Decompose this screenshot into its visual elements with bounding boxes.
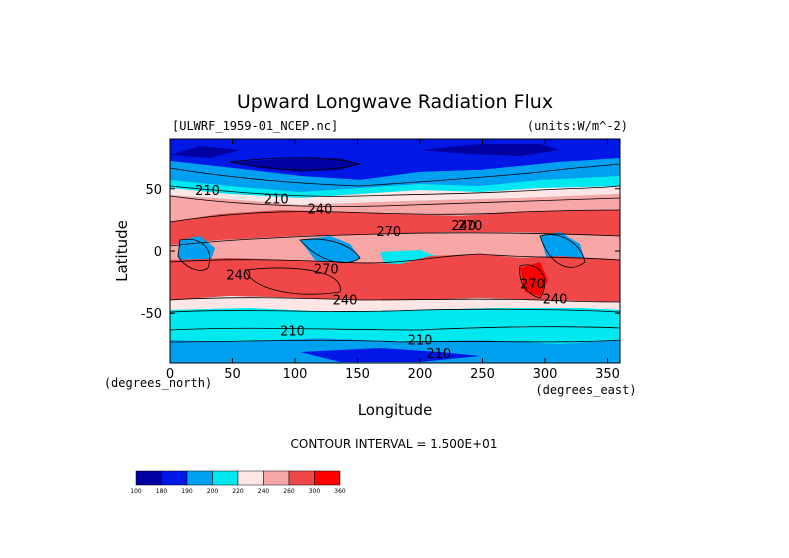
- y-axis-ticks: 50 0 -50: [141, 183, 620, 322]
- contour-label: 270: [458, 219, 483, 234]
- contour-label: 240: [333, 294, 358, 309]
- x-tick-label: 250: [470, 367, 495, 382]
- colorbar-swatch: [237, 470, 264, 486]
- contour-label: 270: [520, 277, 545, 292]
- units-label: (units:W/m^-2): [527, 119, 628, 133]
- colorbar-label: 180: [156, 488, 168, 495]
- region-siberia-low: [230, 158, 360, 172]
- colorbar-swatch: [314, 470, 341, 486]
- region-max-red: [520, 262, 548, 296]
- colorbar-label: 100: [130, 488, 142, 495]
- contour-label: 210: [426, 347, 451, 362]
- chart-title: Upward Longwave Radiation Flux: [237, 91, 553, 113]
- contour-label: 240: [226, 269, 251, 284]
- colorbar-label: 200: [207, 488, 219, 495]
- region-greenland-low: [170, 146, 240, 158]
- band-south-cyan: [170, 308, 620, 330]
- x-tick-label: 200: [408, 367, 433, 382]
- file-label: [ULWRF_1959-01_NCEP.nc]: [172, 119, 338, 133]
- x-tick-label: 350: [595, 367, 620, 382]
- colorbar-swatch: [263, 470, 290, 486]
- x-tick-label: 100: [283, 367, 308, 382]
- x-tick-label: 300: [533, 367, 558, 382]
- x-tick-label: 50: [224, 367, 241, 382]
- band-north-neutral: [170, 186, 620, 205]
- x-tick-label: 150: [345, 367, 370, 382]
- colorbar-label: 360: [334, 488, 346, 495]
- colorbar-swatch: [161, 470, 188, 486]
- colorbar: 100 180 190 200 220 240 260 300 360: [130, 470, 346, 495]
- region-canada-low: [420, 144, 560, 156]
- contour-lines: [170, 157, 620, 343]
- contour-label: 210: [408, 333, 433, 348]
- x-axis-ticks: 0 50 100 150 200 250 300 350: [166, 139, 620, 382]
- contour-interval-text: CONTOUR INTERVAL = 1.500E+01: [291, 437, 498, 451]
- x-tick-label: 0: [166, 367, 174, 382]
- y-axis-title: Latitude: [113, 220, 131, 282]
- contour-label: 240: [308, 203, 333, 218]
- region-antarctic-low: [300, 348, 480, 362]
- colorbar-swatch: [212, 470, 239, 486]
- contour-label: 210: [264, 193, 289, 208]
- x-units-label: (degrees_east): [535, 383, 636, 397]
- contour-label: 210: [195, 184, 220, 199]
- colorbar-label: 240: [258, 488, 270, 495]
- colorbar-swatch: [288, 470, 315, 486]
- colorbar-swatch: [186, 470, 213, 486]
- contour-label: 210: [280, 325, 305, 340]
- region-maritime-convection: [300, 236, 360, 266]
- contour-label: 240: [543, 292, 568, 307]
- y-tick-label: 50: [145, 183, 162, 198]
- colorbar-swatch: [135, 470, 162, 486]
- y-tick-label: -50: [141, 307, 162, 322]
- contour-label: 270: [376, 225, 401, 240]
- heatmap-field: [170, 139, 620, 363]
- colorbar-label: 300: [309, 488, 321, 495]
- colorbar-label: 190: [181, 488, 193, 495]
- colorbar-label: 260: [283, 488, 295, 495]
- contour-label: 240: [451, 219, 476, 234]
- contour-label: 270: [314, 262, 339, 277]
- band-subtropic-north: [170, 194, 620, 222]
- y-units-label: (degrees_north): [104, 376, 212, 390]
- colorbar-label: 220: [232, 488, 244, 495]
- band-tropic-north-red: [170, 210, 620, 245]
- y-tick-label: 0: [154, 245, 162, 260]
- band-north-midlat: [170, 158, 620, 192]
- x-axis-title: Longitude: [358, 401, 433, 419]
